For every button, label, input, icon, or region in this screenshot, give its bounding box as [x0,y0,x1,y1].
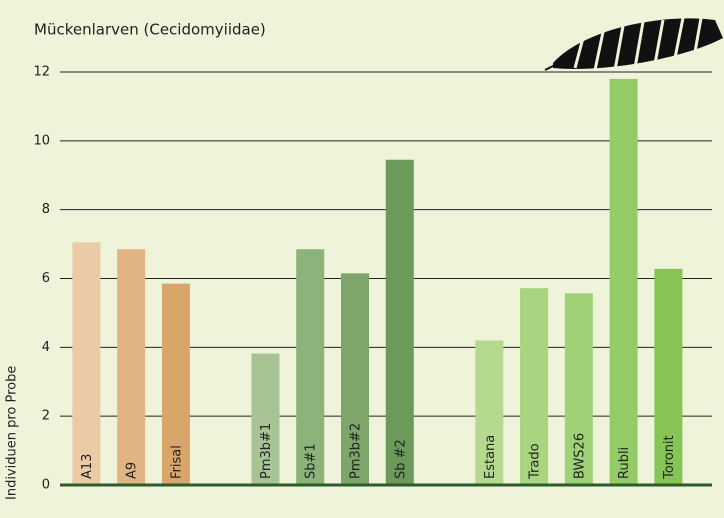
bar [609,78,638,485]
x-tick-label: Toronit [662,435,677,480]
bar [341,273,370,485]
y-axis-label: Individuen pro Probe [5,366,20,500]
y-tick-label: 2 [42,409,50,424]
x-tick-label: Pm3b#2 [349,423,364,479]
y-tick-label: 8 [42,202,50,217]
x-tick-label: Estana [483,435,498,479]
y-tick-label: 0 [42,478,50,493]
x-tick-label: A13 [80,454,95,479]
larva-icon [544,17,723,71]
y-tick-label: 12 [33,65,50,80]
bar [296,249,325,485]
x-tick-label: Sb #2 [393,439,408,479]
y-tick-label: 6 [42,271,50,286]
x-tick-label: Frisal [169,445,184,479]
x-tick-label: Sb#1 [304,443,319,479]
bar [117,249,146,485]
bar [475,340,504,485]
x-tick-label: Pm3b#1 [259,423,274,479]
bar [72,242,101,485]
x-tick-label: A9 [125,462,140,479]
bar [520,288,549,485]
bar [385,159,414,485]
x-tick-label: Rubli [617,447,632,479]
y-tick-label: 10 [33,133,50,148]
bar [564,293,593,485]
y-tick-label: 4 [42,340,50,355]
x-tick-label: BWS26 [572,433,587,479]
x-tick-label: Trado [528,443,543,480]
chart-title: Mückenlarven (Cecidomyiidae) [34,21,266,39]
bar [251,353,280,485]
bar [654,268,683,485]
bar [161,283,190,485]
